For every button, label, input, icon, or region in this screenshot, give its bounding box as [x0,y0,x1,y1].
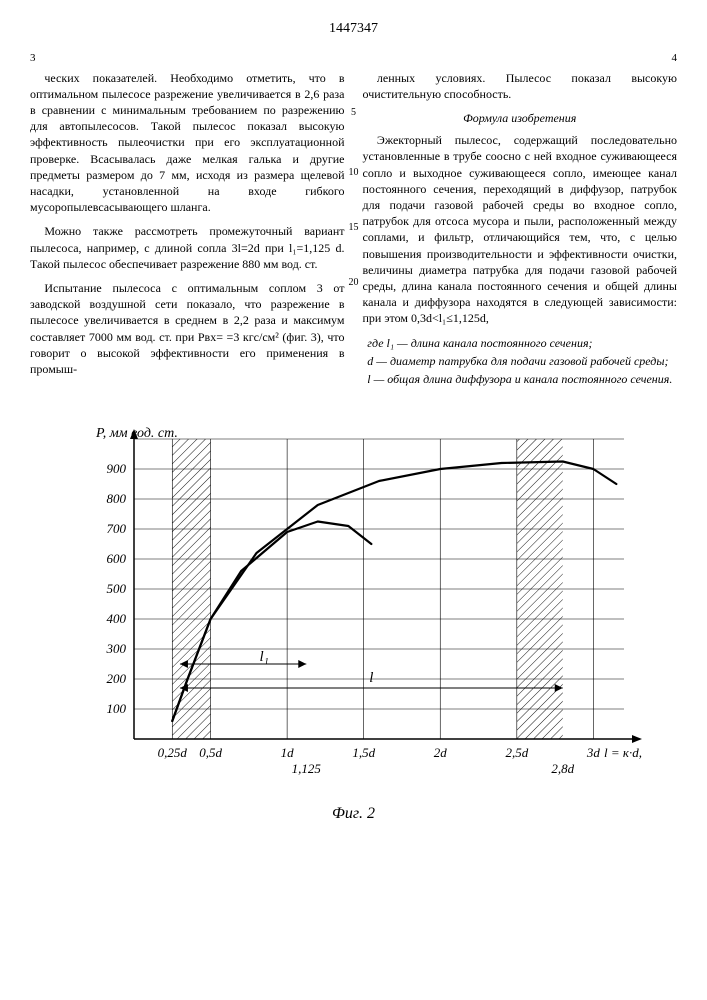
page-number-left: 3 [30,51,345,66]
svg-text:2,8d: 2,8d [551,761,574,776]
line-number: 10 [349,166,359,180]
svg-text:700: 700 [106,521,126,536]
svg-text:0,5d: 0,5d [199,745,222,760]
svg-text:P, мм вод. ст.: P, мм вод. ст. [95,426,178,441]
body-paragraph: Можно также рассмотреть промежуточный ва… [30,223,345,272]
svg-text:200: 200 [106,671,126,686]
svg-text:0,25d: 0,25d [157,745,187,760]
line-number: 5 [351,106,356,120]
svg-text:3d: 3d [585,745,600,760]
chart-container: 100 200 300 400 500 600 700 800 900 P, мм вод. ст… [30,419,677,825]
figure-label: Фиг. 2 [30,803,677,825]
text-columns-wrap: 5 10 15 20 3 ческих показателей. Необход… [30,51,677,389]
svg-text:2d: 2d [433,745,447,760]
line-number: 15 [349,221,359,235]
body-paragraph: ленных условиях. Пылесос показал высокую… [363,70,678,102]
svg-text:100: 100 [106,701,126,716]
svg-text:400: 400 [106,611,126,626]
pressure-vs-length-chart: 100 200 300 400 500 600 700 800 900 P, мм вод. ст… [64,419,644,799]
svg-text:1d: 1d [280,745,294,760]
page-number-right: 4 [363,51,678,66]
line-number: 20 [349,276,359,290]
svg-text:500: 500 [106,581,126,596]
body-paragraph: Испытание пылесоса с оптимальным соплом … [30,280,345,377]
claim-text: Эжекторный пылесос, содержащий последова… [363,132,678,326]
body-paragraph: ческих показателей. Необходимо отметить,… [30,70,345,216]
svg-text:1,125: 1,125 [291,761,321,776]
svg-text:2,5d: 2,5d [505,745,528,760]
claim-heading: Формула изобретения [363,110,678,126]
definition-line: где l₁ — длина канала постоянного сечени… [363,335,678,351]
svg-text:600: 600 [106,551,126,566]
svg-text:l: l [369,670,373,686]
svg-text:l₁: l₁ [259,649,268,665]
svg-text:300: 300 [105,641,126,656]
svg-text:800: 800 [106,491,126,506]
right-column: 4 ленных условиях. Пылесос показал высок… [363,51,678,389]
svg-text:900: 900 [106,461,126,476]
svg-text:1,5d: 1,5d [352,745,375,760]
left-column: 3 ческих показателей. Необходимо отметит… [30,51,345,389]
document-number: 1447347 [30,20,677,39]
definition-line: l — общая длина диффузора и канала посто… [363,371,678,387]
svg-text:l = к·d, мм: l = к·d, мм [604,745,644,760]
definition-line: d — диаметр патрубка для подачи газовой … [363,353,678,369]
